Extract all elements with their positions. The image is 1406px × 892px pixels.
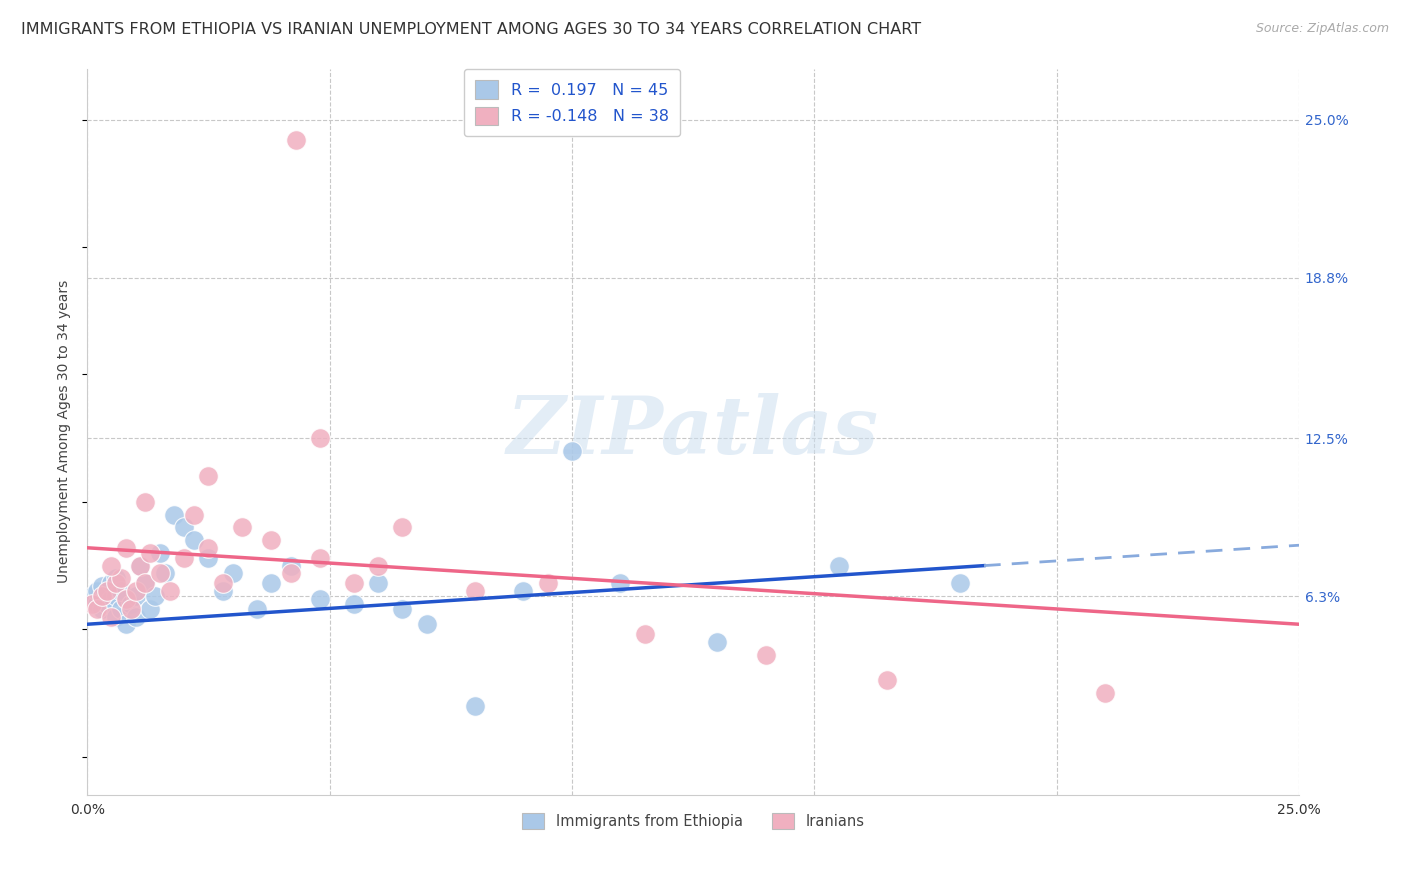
Point xyxy=(260,576,283,591)
Point xyxy=(90,589,112,603)
Point xyxy=(115,591,138,606)
Point xyxy=(512,584,534,599)
Point xyxy=(308,591,330,606)
Point xyxy=(284,133,307,147)
Point xyxy=(308,431,330,445)
Point xyxy=(120,597,142,611)
Point xyxy=(308,551,330,566)
Point xyxy=(634,627,657,641)
Point xyxy=(415,617,437,632)
Point xyxy=(96,584,118,599)
Point xyxy=(197,541,219,555)
Point xyxy=(609,576,631,591)
Point xyxy=(561,443,583,458)
Point xyxy=(105,609,128,624)
Point xyxy=(134,576,156,591)
Point xyxy=(143,589,166,603)
Point xyxy=(90,602,112,616)
Point xyxy=(197,469,219,483)
Point xyxy=(1094,686,1116,700)
Point xyxy=(115,541,138,555)
Point xyxy=(755,648,778,662)
Text: IMMIGRANTS FROM ETHIOPIA VS IRANIAN UNEMPLOYMENT AMONG AGES 30 TO 34 YEARS CORRE: IMMIGRANTS FROM ETHIOPIA VS IRANIAN UNEM… xyxy=(21,22,921,37)
Point xyxy=(100,591,122,606)
Point xyxy=(149,566,172,581)
Point xyxy=(86,597,108,611)
Point xyxy=(260,533,283,548)
Point xyxy=(124,609,146,624)
Point xyxy=(105,576,128,591)
Point xyxy=(105,571,128,585)
Point xyxy=(100,609,122,624)
Point xyxy=(876,673,898,688)
Point xyxy=(827,558,849,573)
Point xyxy=(110,571,132,585)
Point xyxy=(949,576,972,591)
Point xyxy=(280,558,302,573)
Point xyxy=(100,558,122,573)
Point xyxy=(537,576,560,591)
Point xyxy=(464,698,486,713)
Point xyxy=(149,546,172,560)
Point xyxy=(159,584,181,599)
Point xyxy=(173,551,195,566)
Point xyxy=(86,602,108,616)
Point xyxy=(183,508,205,522)
Point xyxy=(183,533,205,548)
Point xyxy=(391,602,413,616)
Point xyxy=(163,508,186,522)
Legend: Immigrants from Ethiopia, Iranians: Immigrants from Ethiopia, Iranians xyxy=(516,807,870,835)
Point xyxy=(153,566,176,581)
Text: ZIPatlas: ZIPatlas xyxy=(508,393,879,471)
Text: Source: ZipAtlas.com: Source: ZipAtlas.com xyxy=(1256,22,1389,36)
Point xyxy=(139,546,162,560)
Point xyxy=(221,566,243,581)
Point xyxy=(100,576,122,591)
Y-axis label: Unemployment Among Ages 30 to 34 years: Unemployment Among Ages 30 to 34 years xyxy=(58,280,72,583)
Point xyxy=(212,584,235,599)
Point xyxy=(134,576,156,591)
Point xyxy=(464,584,486,599)
Point xyxy=(90,579,112,593)
Point xyxy=(367,558,389,573)
Point xyxy=(129,558,152,573)
Point xyxy=(197,551,219,566)
Point xyxy=(173,520,195,534)
Point xyxy=(80,589,103,603)
Point xyxy=(80,597,103,611)
Point xyxy=(86,584,108,599)
Point xyxy=(96,597,118,611)
Point xyxy=(96,587,118,601)
Point xyxy=(124,589,146,603)
Point xyxy=(110,602,132,616)
Point xyxy=(367,576,389,591)
Point xyxy=(280,566,302,581)
Point xyxy=(105,589,128,603)
Point xyxy=(124,584,146,599)
Point xyxy=(110,584,132,599)
Point xyxy=(343,576,366,591)
Point xyxy=(129,558,152,573)
Point xyxy=(391,520,413,534)
Point xyxy=(134,495,156,509)
Point xyxy=(115,617,138,632)
Point xyxy=(120,602,142,616)
Point xyxy=(139,602,162,616)
Point xyxy=(246,602,269,616)
Point xyxy=(212,576,235,591)
Point xyxy=(231,520,253,534)
Point xyxy=(706,635,728,649)
Point xyxy=(343,597,366,611)
